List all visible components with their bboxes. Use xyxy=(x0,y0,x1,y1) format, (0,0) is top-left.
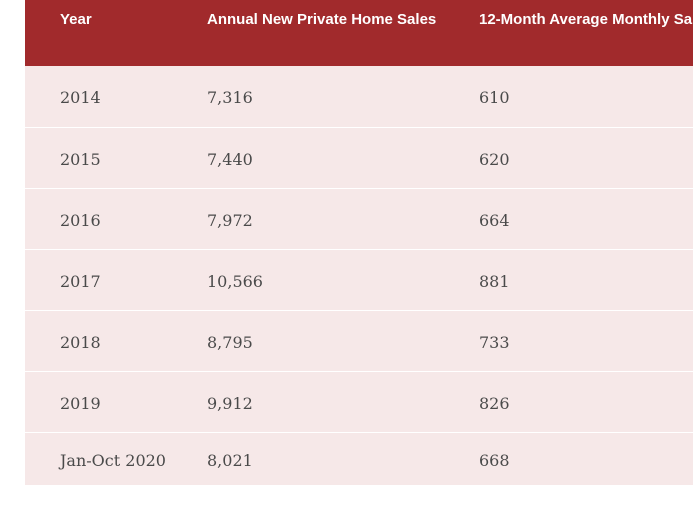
cell-monthly: 881 xyxy=(444,249,693,311)
page-background-bottom xyxy=(0,495,693,523)
cell-year: Jan-Oct 2020 xyxy=(25,432,172,485)
cell-monthly: 733 xyxy=(444,310,693,372)
table-row: 2018 8,795 733 xyxy=(25,310,693,372)
table-row: Jan-Oct 2020 8,021 668 xyxy=(25,432,693,485)
cell-monthly: 664 xyxy=(444,188,693,250)
table-row: 2019 9,912 826 xyxy=(25,371,693,433)
cell-monthly: 620 xyxy=(444,127,693,189)
header-monthly-sales: 12-Month Average Monthly Sales xyxy=(444,0,693,66)
cell-year: 2014 xyxy=(25,66,172,128)
cell-annual: 7,440 xyxy=(172,127,444,189)
cell-annual: 10,566 xyxy=(172,249,444,311)
cell-monthly: 826 xyxy=(444,371,693,433)
table-row: 2014 7,316 610 xyxy=(25,66,693,128)
cell-annual: 9,912 xyxy=(172,371,444,433)
table-row: 2017 10,566 881 xyxy=(25,249,693,311)
table-body: 2014 7,316 610 2015 7,440 620 2016 7,972… xyxy=(25,66,693,485)
cell-annual: 7,972 xyxy=(172,188,444,250)
cell-year: 2015 xyxy=(25,127,172,189)
cell-year: 2018 xyxy=(25,310,172,372)
home-sales-table: Year Annual New Private Home Sales 12-Mo… xyxy=(25,0,693,485)
cell-annual: 7,316 xyxy=(172,66,444,128)
table-row: 2016 7,972 664 xyxy=(25,188,693,250)
cell-annual: 8,021 xyxy=(172,432,444,485)
cell-annual: 8,795 xyxy=(172,310,444,372)
table-row: 2015 7,440 620 xyxy=(25,127,693,189)
header-annual-sales: Annual New Private Home Sales xyxy=(172,0,444,66)
cell-year: 2019 xyxy=(25,371,172,433)
sales-table-container: Year Annual New Private Home Sales 12-Mo… xyxy=(25,0,693,485)
cell-year: 2016 xyxy=(25,188,172,250)
header-row: Year Annual New Private Home Sales 12-Mo… xyxy=(25,0,693,66)
header-year: Year xyxy=(25,0,172,66)
cell-monthly: 610 xyxy=(444,66,693,128)
table-header: Year Annual New Private Home Sales 12-Mo… xyxy=(25,0,693,66)
cell-year: 2017 xyxy=(25,249,172,311)
cell-monthly: 668 xyxy=(444,432,693,485)
